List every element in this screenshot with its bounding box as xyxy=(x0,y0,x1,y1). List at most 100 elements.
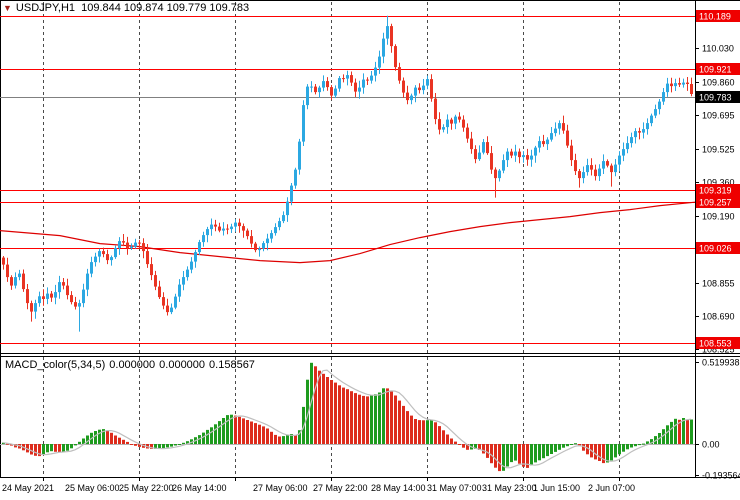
candle-body xyxy=(422,85,425,91)
macd-histogram-bar xyxy=(502,444,505,471)
candle-body xyxy=(370,75,373,81)
candle-body xyxy=(166,305,169,313)
macd-histogram-bar xyxy=(218,421,221,444)
macd-value-2: 0.000000 xyxy=(159,359,206,371)
macd-histogram-bar xyxy=(526,444,529,468)
candle-body xyxy=(606,161,609,166)
candle-body xyxy=(594,169,597,177)
time-axis-label: 1 Jun 15:00 xyxy=(533,483,580,493)
candle-body xyxy=(210,224,213,230)
quote-high: 109.874 xyxy=(123,2,164,14)
price-tick-label: 109.360 xyxy=(702,178,735,188)
level-price-badge xyxy=(696,10,740,22)
candle-body xyxy=(354,82,357,92)
candle-body xyxy=(502,160,505,171)
time-axis-label: 27 May 22:00 xyxy=(313,483,368,493)
macd-histogram-bar xyxy=(282,436,285,444)
macd-histogram-bar xyxy=(98,429,101,444)
symbol-period-label: USDJPY,H1 xyxy=(15,2,76,14)
candle-body xyxy=(350,75,353,83)
macd-histogram-bar xyxy=(42,444,45,454)
level-price-badge xyxy=(696,337,740,349)
macd-histogram-bar xyxy=(226,415,229,444)
candle-body xyxy=(374,67,377,76)
candle-body xyxy=(646,123,649,130)
macd-histogram-bar xyxy=(54,444,57,452)
candle-body xyxy=(298,141,301,170)
macd-histogram-bar xyxy=(190,439,193,444)
macd-histogram-bar xyxy=(382,388,385,444)
candle-body xyxy=(586,165,589,173)
candle-body xyxy=(130,246,133,249)
macd-histogram-bar xyxy=(686,420,689,444)
candle-body xyxy=(530,155,533,160)
candle-body xyxy=(30,303,33,312)
candle-body xyxy=(58,282,61,293)
macd-histogram-bar xyxy=(486,444,489,458)
macd-histogram-bar xyxy=(318,370,321,444)
macd-histogram-bar xyxy=(478,444,481,450)
macd-histogram-bar xyxy=(158,444,161,449)
price-tick-label: 109.695 xyxy=(702,111,735,121)
macd-histogram-bar xyxy=(366,396,369,444)
time-axis-label: 31 May 23:00 xyxy=(482,483,537,493)
badge-price-label: 109.026 xyxy=(699,244,732,254)
candle-body xyxy=(198,242,201,253)
quote-low: 109.779 xyxy=(166,2,207,14)
candle-body xyxy=(610,165,613,173)
candle-body xyxy=(274,227,277,234)
candle-body xyxy=(134,242,137,247)
candle-body xyxy=(38,296,41,304)
candle-body xyxy=(622,149,625,156)
price-tick-label: 109.190 xyxy=(702,212,735,222)
candle-body xyxy=(158,286,161,298)
candle-body xyxy=(490,153,493,170)
candle-body xyxy=(270,233,273,239)
macd-histogram-bar xyxy=(170,444,173,447)
macd-histogram-bar xyxy=(38,444,41,457)
candle-body xyxy=(74,302,77,307)
candle-body xyxy=(522,155,525,158)
macd-histogram-bar xyxy=(118,437,121,444)
candle-body xyxy=(122,241,125,243)
price-tick-label: 108.855 xyxy=(702,279,735,289)
macd-histogram-bar xyxy=(126,441,129,444)
macd-histogram-bar xyxy=(570,444,573,445)
macd-histogram-bar xyxy=(154,444,157,449)
macd-histogram-bar xyxy=(30,444,33,455)
macd-histogram-bar xyxy=(250,421,253,444)
macd-axis-label: -0.193564 xyxy=(702,471,740,481)
macd-histogram-bar xyxy=(246,420,249,444)
price-tick-label: 108.525 xyxy=(702,345,735,355)
level-price-badge xyxy=(696,184,740,196)
candle-body xyxy=(194,252,197,262)
macd-histogram-bar xyxy=(242,418,245,444)
macd-value-1: 0.000000 xyxy=(109,359,156,371)
candle-body xyxy=(218,226,221,231)
candle-body xyxy=(186,269,189,278)
badge-price-label: 110.189 xyxy=(699,12,731,22)
candle-body xyxy=(26,289,29,304)
candle-body xyxy=(638,131,641,133)
candle-body xyxy=(666,83,669,93)
macd-histogram-bar xyxy=(26,444,29,453)
candle-body xyxy=(682,82,685,85)
candle-body xyxy=(110,257,113,261)
candle-body xyxy=(434,98,437,120)
macd-histogram-bar xyxy=(458,444,461,445)
macd-histogram-bar xyxy=(346,389,349,444)
candle-body xyxy=(98,251,101,257)
macd-histogram-bar xyxy=(430,419,433,444)
candle-body xyxy=(234,222,237,227)
candle-body xyxy=(650,115,653,124)
time-axis-label: 27 May 06:00 xyxy=(253,483,308,493)
candle-body xyxy=(542,141,545,145)
price-tick-label: 108.690 xyxy=(702,312,735,322)
macd-histogram-bar xyxy=(626,444,629,450)
candle-body xyxy=(454,116,457,124)
current-price-badge xyxy=(696,91,740,103)
macd-histogram-bar xyxy=(682,418,685,444)
macd-histogram-bar xyxy=(594,444,597,460)
